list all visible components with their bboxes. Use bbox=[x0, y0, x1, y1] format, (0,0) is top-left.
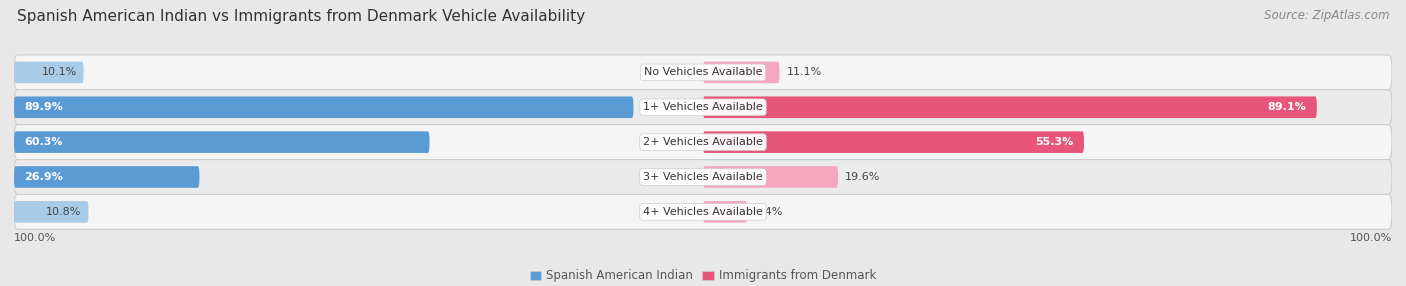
FancyBboxPatch shape bbox=[14, 201, 89, 223]
Text: No Vehicles Available: No Vehicles Available bbox=[644, 67, 762, 78]
FancyBboxPatch shape bbox=[14, 96, 634, 118]
Text: 3+ Vehicles Available: 3+ Vehicles Available bbox=[643, 172, 763, 182]
Text: 60.3%: 60.3% bbox=[24, 137, 63, 147]
Text: 89.9%: 89.9% bbox=[24, 102, 63, 112]
Text: 4+ Vehicles Available: 4+ Vehicles Available bbox=[643, 207, 763, 217]
FancyBboxPatch shape bbox=[14, 194, 1392, 229]
FancyBboxPatch shape bbox=[14, 160, 1392, 194]
Text: 10.1%: 10.1% bbox=[42, 67, 77, 78]
Text: 11.1%: 11.1% bbox=[786, 67, 821, 78]
FancyBboxPatch shape bbox=[14, 125, 1392, 160]
FancyBboxPatch shape bbox=[703, 96, 1317, 118]
Text: 1+ Vehicles Available: 1+ Vehicles Available bbox=[643, 102, 763, 112]
Legend: Spanish American Indian, Immigrants from Denmark: Spanish American Indian, Immigrants from… bbox=[524, 265, 882, 286]
FancyBboxPatch shape bbox=[703, 201, 747, 223]
FancyBboxPatch shape bbox=[14, 131, 429, 153]
Text: 6.4%: 6.4% bbox=[754, 207, 782, 217]
Text: 2+ Vehicles Available: 2+ Vehicles Available bbox=[643, 137, 763, 147]
Text: Source: ZipAtlas.com: Source: ZipAtlas.com bbox=[1264, 9, 1389, 21]
Text: 10.8%: 10.8% bbox=[46, 207, 82, 217]
FancyBboxPatch shape bbox=[14, 55, 1392, 90]
Text: 89.1%: 89.1% bbox=[1268, 102, 1306, 112]
FancyBboxPatch shape bbox=[14, 90, 1392, 125]
Text: 19.6%: 19.6% bbox=[845, 172, 880, 182]
FancyBboxPatch shape bbox=[703, 131, 1084, 153]
FancyBboxPatch shape bbox=[703, 61, 779, 83]
Text: 100.0%: 100.0% bbox=[14, 233, 56, 243]
Text: 55.3%: 55.3% bbox=[1035, 137, 1074, 147]
Text: 100.0%: 100.0% bbox=[1350, 233, 1392, 243]
Text: Spanish American Indian vs Immigrants from Denmark Vehicle Availability: Spanish American Indian vs Immigrants fr… bbox=[17, 9, 585, 23]
FancyBboxPatch shape bbox=[703, 166, 838, 188]
Text: 26.9%: 26.9% bbox=[24, 172, 63, 182]
FancyBboxPatch shape bbox=[14, 166, 200, 188]
FancyBboxPatch shape bbox=[14, 61, 83, 83]
